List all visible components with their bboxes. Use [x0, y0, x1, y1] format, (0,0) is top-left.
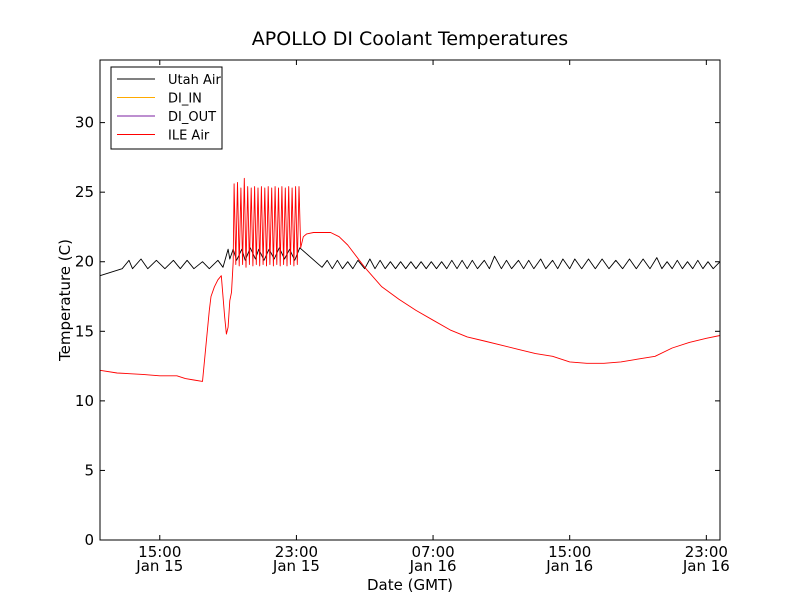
y-tick-label: 10	[75, 392, 94, 410]
series-layer	[99, 177, 721, 382]
legend-label: DI_IN	[168, 92, 202, 107]
legend: Utah Air DI_IN DI_OUT ILE Air	[110, 66, 223, 150]
x-tick-label-date: Jan 16	[545, 557, 593, 575]
legend-label: Utah Air	[168, 73, 221, 88]
x-tick-label-date: Jan 15	[272, 557, 320, 575]
legend-label: DI_OUT	[168, 110, 216, 125]
x-tick-label-time: 15:00	[548, 543, 591, 561]
series-line-utah-air	[99, 247, 721, 277]
x-tick-label-date: Jan 16	[682, 557, 730, 575]
x-axis-label: Date (GMT)	[367, 576, 453, 594]
y-tick-label: 30	[75, 114, 94, 132]
x-tick-label-time: 23:00	[275, 543, 318, 561]
y-tick-label: 25	[75, 183, 94, 201]
legend-label: ILE Air	[168, 129, 210, 144]
chart-title: APOLLO DI Coolant Temperatures	[252, 28, 568, 50]
y-tick-label: 20	[75, 253, 94, 271]
x-tick-label-date: Jan 16	[409, 557, 457, 575]
x-tick-label-time: 07:00	[411, 543, 454, 561]
x-tick-label-time: 23:00	[685, 543, 728, 561]
plot-frame	[99, 59, 721, 541]
y-tick-label: 5	[84, 461, 94, 479]
legend-box	[110, 66, 223, 150]
y-tick-label: 0	[84, 531, 94, 549]
y-axis-label: Temperature (C)	[56, 239, 74, 362]
x-tick-label-time: 15:00	[138, 543, 181, 561]
series-line-ile-air	[99, 177, 721, 382]
y-tick-label: 15	[75, 322, 94, 340]
x-tick-label-date: Jan 15	[135, 557, 183, 575]
